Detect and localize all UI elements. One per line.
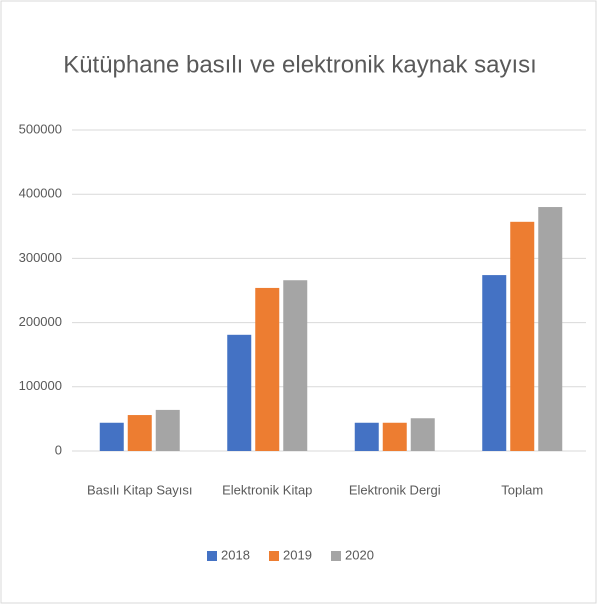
bar	[382, 422, 407, 451]
chart-title: Kütüphane basılı ve elektronik kaynak sa…	[63, 51, 537, 78]
bar	[354, 422, 379, 451]
legend-label: 2019	[283, 547, 312, 562]
bar	[227, 334, 252, 451]
legend-swatch	[207, 551, 217, 561]
bar	[510, 221, 535, 451]
legend-swatch	[331, 551, 341, 561]
bar	[482, 275, 507, 451]
y-tick-label: 200000	[19, 314, 62, 329]
bar	[127, 415, 152, 451]
x-tick-label: Elektronik Kitap	[222, 482, 312, 497]
bar	[255, 287, 280, 451]
x-tick-label: Elektronik Dergi	[349, 482, 441, 497]
bar	[99, 422, 124, 451]
bar	[410, 418, 435, 451]
y-tick-label: 300000	[19, 250, 62, 265]
y-tick-label: 0	[55, 442, 62, 457]
y-tick-label: 100000	[19, 378, 62, 393]
bar	[155, 409, 180, 451]
legend-label: 2018	[221, 547, 250, 562]
y-tick-label: 500000	[19, 121, 62, 136]
bar	[283, 280, 308, 451]
y-tick-label: 400000	[19, 186, 62, 201]
x-tick-label: Basılı Kitap Sayısı	[87, 482, 193, 497]
x-tick-label: Toplam	[501, 482, 543, 497]
bar	[538, 207, 563, 451]
legend-label: 2020	[345, 547, 374, 562]
legend-swatch	[269, 551, 279, 561]
